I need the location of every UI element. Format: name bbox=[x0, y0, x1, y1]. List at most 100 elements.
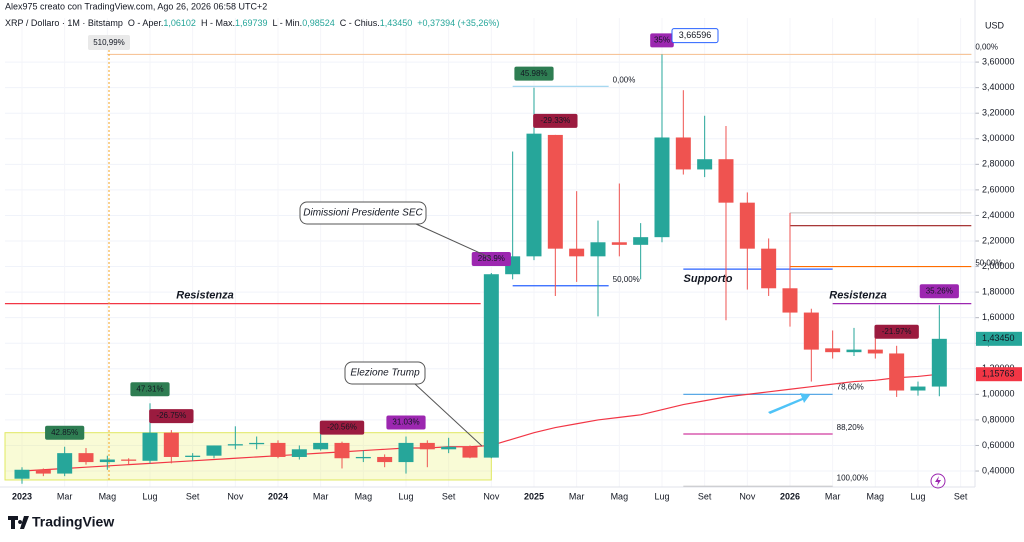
change-label: 42.85% bbox=[51, 428, 78, 437]
candle-body bbox=[35, 469, 51, 474]
candle-body bbox=[227, 444, 243, 446]
change: +0,37394 (+35,26%) bbox=[417, 18, 499, 28]
candle-body bbox=[185, 455, 201, 457]
x-tick-label: Set bbox=[186, 491, 200, 501]
y-tick-label: 0,60000 bbox=[982, 440, 1015, 450]
l-value: 0,98524 bbox=[302, 18, 335, 28]
price-tag bbox=[976, 331, 1022, 346]
callout-text: Dimissioni Presidente SEC bbox=[303, 208, 423, 219]
candle-body bbox=[206, 445, 222, 456]
symbol-info: XRP / Dollaro · 1M · Bitstamp O - Aper. 1,… bbox=[5, 18, 499, 28]
candle-body bbox=[697, 159, 713, 170]
symbol: XRP / Dollaro · 1M · Bitstamp bbox=[5, 18, 123, 28]
x-tick-label: Mag bbox=[611, 491, 629, 501]
candle-body bbox=[121, 459, 137, 461]
x-tick-label: Nov bbox=[739, 491, 756, 501]
candle-body bbox=[611, 242, 627, 245]
candle-body bbox=[419, 442, 435, 450]
candle-body bbox=[633, 237, 649, 245]
level-label: 78,60% bbox=[837, 382, 864, 391]
callout-text: Elezione Trump bbox=[350, 368, 420, 379]
high-box bbox=[671, 28, 719, 44]
candle-body bbox=[569, 248, 585, 257]
change-badge bbox=[650, 33, 674, 48]
alert-icon bbox=[930, 473, 946, 489]
change-label: 47.31% bbox=[136, 384, 163, 393]
high-label: 3,66596 bbox=[679, 30, 712, 40]
change-badge bbox=[514, 66, 554, 81]
x-tick-label: Lug bbox=[398, 491, 413, 501]
y-tick-label: 2,60000 bbox=[982, 184, 1015, 194]
alert-bolt bbox=[935, 476, 941, 486]
x-tick-label: Nov bbox=[483, 491, 500, 501]
candle-body bbox=[718, 159, 734, 203]
logo-icon bbox=[8, 516, 29, 529]
move-box bbox=[88, 35, 130, 50]
callout-pointer bbox=[415, 223, 492, 259]
y-tick-label: 2,00000 bbox=[982, 261, 1015, 271]
arrow bbox=[768, 393, 810, 414]
level-label: 0,00% bbox=[613, 75, 636, 84]
price-tag-label: 1,15763 bbox=[982, 369, 1015, 379]
x-tick-label: Mag bbox=[99, 491, 117, 501]
candle-body bbox=[889, 353, 905, 391]
candle-body bbox=[163, 432, 179, 457]
l-label: L - Min. bbox=[273, 18, 303, 28]
candle-body bbox=[526, 133, 542, 257]
callout-box bbox=[344, 361, 426, 385]
y-tick-label: 2,20000 bbox=[982, 235, 1015, 245]
o-label: O - Aper. bbox=[128, 18, 164, 28]
candle-body bbox=[761, 248, 777, 289]
x-tick-label: Lug bbox=[142, 491, 157, 501]
change-label: 31.03% bbox=[392, 418, 419, 427]
change-label: 35% bbox=[654, 36, 670, 45]
logo: TradingView bbox=[8, 514, 114, 530]
change-label: -20.56% bbox=[327, 423, 357, 432]
level-title: Resistenza bbox=[829, 290, 886, 302]
x-tick-label: Nov bbox=[227, 491, 244, 501]
candle-body bbox=[910, 386, 926, 391]
change-label: 35.26% bbox=[926, 286, 953, 295]
candle-body bbox=[590, 242, 606, 257]
candle-body bbox=[654, 137, 670, 238]
y-tick-label: 3,20000 bbox=[982, 108, 1015, 118]
x-tick-label: Lug bbox=[910, 491, 925, 501]
change-label: -21.97% bbox=[882, 327, 912, 336]
change-label: 283.9% bbox=[478, 254, 505, 263]
candle-body bbox=[846, 349, 862, 353]
level-title: Supporto bbox=[684, 273, 733, 285]
change-badge bbox=[149, 409, 194, 424]
price-tag-label: 1,43450 bbox=[982, 333, 1015, 343]
level-label: 50,00% bbox=[613, 275, 640, 284]
candle-body bbox=[782, 288, 798, 313]
y-tick-label: 0,80000 bbox=[982, 414, 1015, 424]
candle-body bbox=[270, 442, 286, 457]
change-badge bbox=[874, 324, 919, 339]
y-tick-label: 1,60000 bbox=[982, 312, 1015, 322]
candle-body bbox=[291, 449, 307, 457]
x-tick-label: 2024 bbox=[268, 491, 288, 501]
level-label: 0,00% bbox=[975, 43, 998, 52]
change-label: -26.75% bbox=[156, 411, 186, 420]
x-tick-label: Lug bbox=[654, 491, 669, 501]
change-badge bbox=[386, 415, 426, 430]
x-tick-label: 2026 bbox=[780, 491, 800, 501]
candle-body bbox=[867, 349, 883, 354]
candle-body bbox=[78, 453, 94, 463]
x-tick-label: Mar bbox=[313, 491, 329, 501]
x-tick-label: 2023 bbox=[12, 491, 32, 501]
c-value: 1,43450 bbox=[380, 18, 413, 28]
x-tick-label: Set bbox=[954, 491, 968, 501]
x-tick-label: Mag bbox=[355, 491, 373, 501]
candle-body bbox=[441, 446, 457, 450]
candle-body bbox=[803, 312, 819, 350]
level-label: 50,00% bbox=[975, 259, 1002, 268]
candle-body bbox=[483, 274, 499, 458]
x-tick-label: Set bbox=[442, 491, 456, 501]
h-label: H - Max. bbox=[201, 18, 235, 28]
candle-body bbox=[142, 432, 158, 461]
candle-body bbox=[825, 348, 841, 353]
level-label: 100,00% bbox=[837, 473, 869, 482]
overlays: 510,99% 42.85% 47.31% -26.75% -20.56% 31.03% 2… bbox=[45, 28, 1022, 447]
candle-body bbox=[377, 456, 393, 463]
